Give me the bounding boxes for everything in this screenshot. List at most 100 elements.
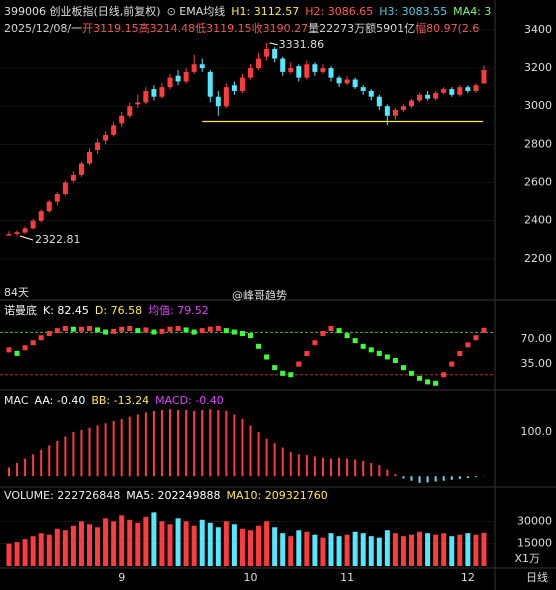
volume-bar [433,534,439,566]
k-dot [199,328,205,334]
volume-bar [215,527,221,566]
k-dot [256,343,262,349]
k-dot [288,372,294,378]
candle-body [296,66,302,78]
candle-body [312,64,318,72]
volume-bar [95,527,101,566]
y-tick-label: 2600 [524,176,552,189]
candle-body [336,77,342,84]
volume-bar [239,528,245,566]
candle-body [304,64,310,78]
k-dot [62,325,68,331]
candle-body [481,69,487,84]
k-dot [433,380,439,386]
candle-body [6,234,12,236]
panel-header: MAC AA: -0.40 BB: -13.24 MACD: -0.40 [4,394,224,407]
volume-bar [417,531,423,566]
candle-body [280,58,286,72]
panel-label: D: 76.58 [95,304,142,317]
k-dot [127,325,133,331]
k-dot [175,325,181,331]
k-dot [78,326,84,332]
candle-body [70,174,76,181]
candle-body [183,71,189,82]
panel-label: MA5: 202249888 [126,489,220,502]
candle-body [22,228,28,233]
volume-bar [465,533,471,566]
k-dot [376,350,382,356]
candle-body [231,85,237,91]
k-dot [54,328,60,334]
candle-body [223,87,229,107]
volume-bar [481,532,487,566]
volume-bar [264,521,270,566]
k-dot [6,347,12,353]
k-dot [87,325,92,331]
candle-body [207,71,213,97]
candle-body [248,68,253,78]
volume-bar [400,536,406,566]
candle-body [288,68,294,72]
k-dot [409,370,414,376]
panel-label: K: 82.45 [43,304,89,317]
k-dot [223,328,229,334]
y-tick-label: 30000 [517,514,552,527]
k-dot [191,329,197,335]
volume-bar [425,533,431,566]
candle-body [167,77,173,88]
candle-body [473,85,479,91]
low-arrow [19,235,34,241]
candle-body [54,193,60,202]
candle-body [127,106,133,116]
volume-bar [344,534,350,566]
candle-body [328,68,334,78]
k-dot [417,375,423,381]
k-dot [248,333,253,339]
k-dot [328,325,334,331]
k-dot [441,372,447,378]
y-tick-label: 2400 [524,214,552,227]
k-dot [296,361,302,367]
duration-label: 84天 [4,286,29,299]
candle-body [457,87,463,95]
k-dot [457,350,463,356]
k-dot [264,354,270,360]
y-tick-label: 3200 [524,61,552,74]
panel-label: 均值: 79.52 [148,304,209,317]
candle-body [159,87,165,97]
k-dot [368,347,374,353]
panel-title: VOLUME: 222726848 [4,489,120,502]
candle-body [143,90,149,103]
candle-body [111,125,117,135]
k-dot [312,340,318,346]
candle-body [272,48,278,59]
volume-bar [6,543,12,566]
panel-title: MAC [4,394,29,407]
candle-body [199,64,205,69]
panel-label: AA: -0.40 [35,394,86,407]
volume-bar [392,533,398,566]
volume-bar [78,521,84,566]
k-dot [239,330,245,336]
volume-bar [175,518,181,566]
k-dot [151,329,157,335]
candle-body [135,102,141,105]
volume-bar [368,536,374,566]
k-dot [215,325,221,331]
volume-bar [288,536,294,566]
volume-bar [256,525,262,566]
x-tick-label: 12 [461,571,475,584]
candle-body [46,201,52,212]
candle-body [264,48,270,57]
x-tick-label: 9 [118,571,125,584]
volume-bar [320,537,326,566]
volume-bar [384,530,390,566]
candle-body [119,115,125,124]
candle-body [449,89,455,95]
volume-bar [127,519,133,566]
volume-bar [14,542,20,566]
y-tick-label: 3000 [524,99,552,112]
panel-header: 诺曼底 K: 82.45 D: 76.58 均值: 79.52 [4,303,209,317]
candle-body [417,94,423,101]
